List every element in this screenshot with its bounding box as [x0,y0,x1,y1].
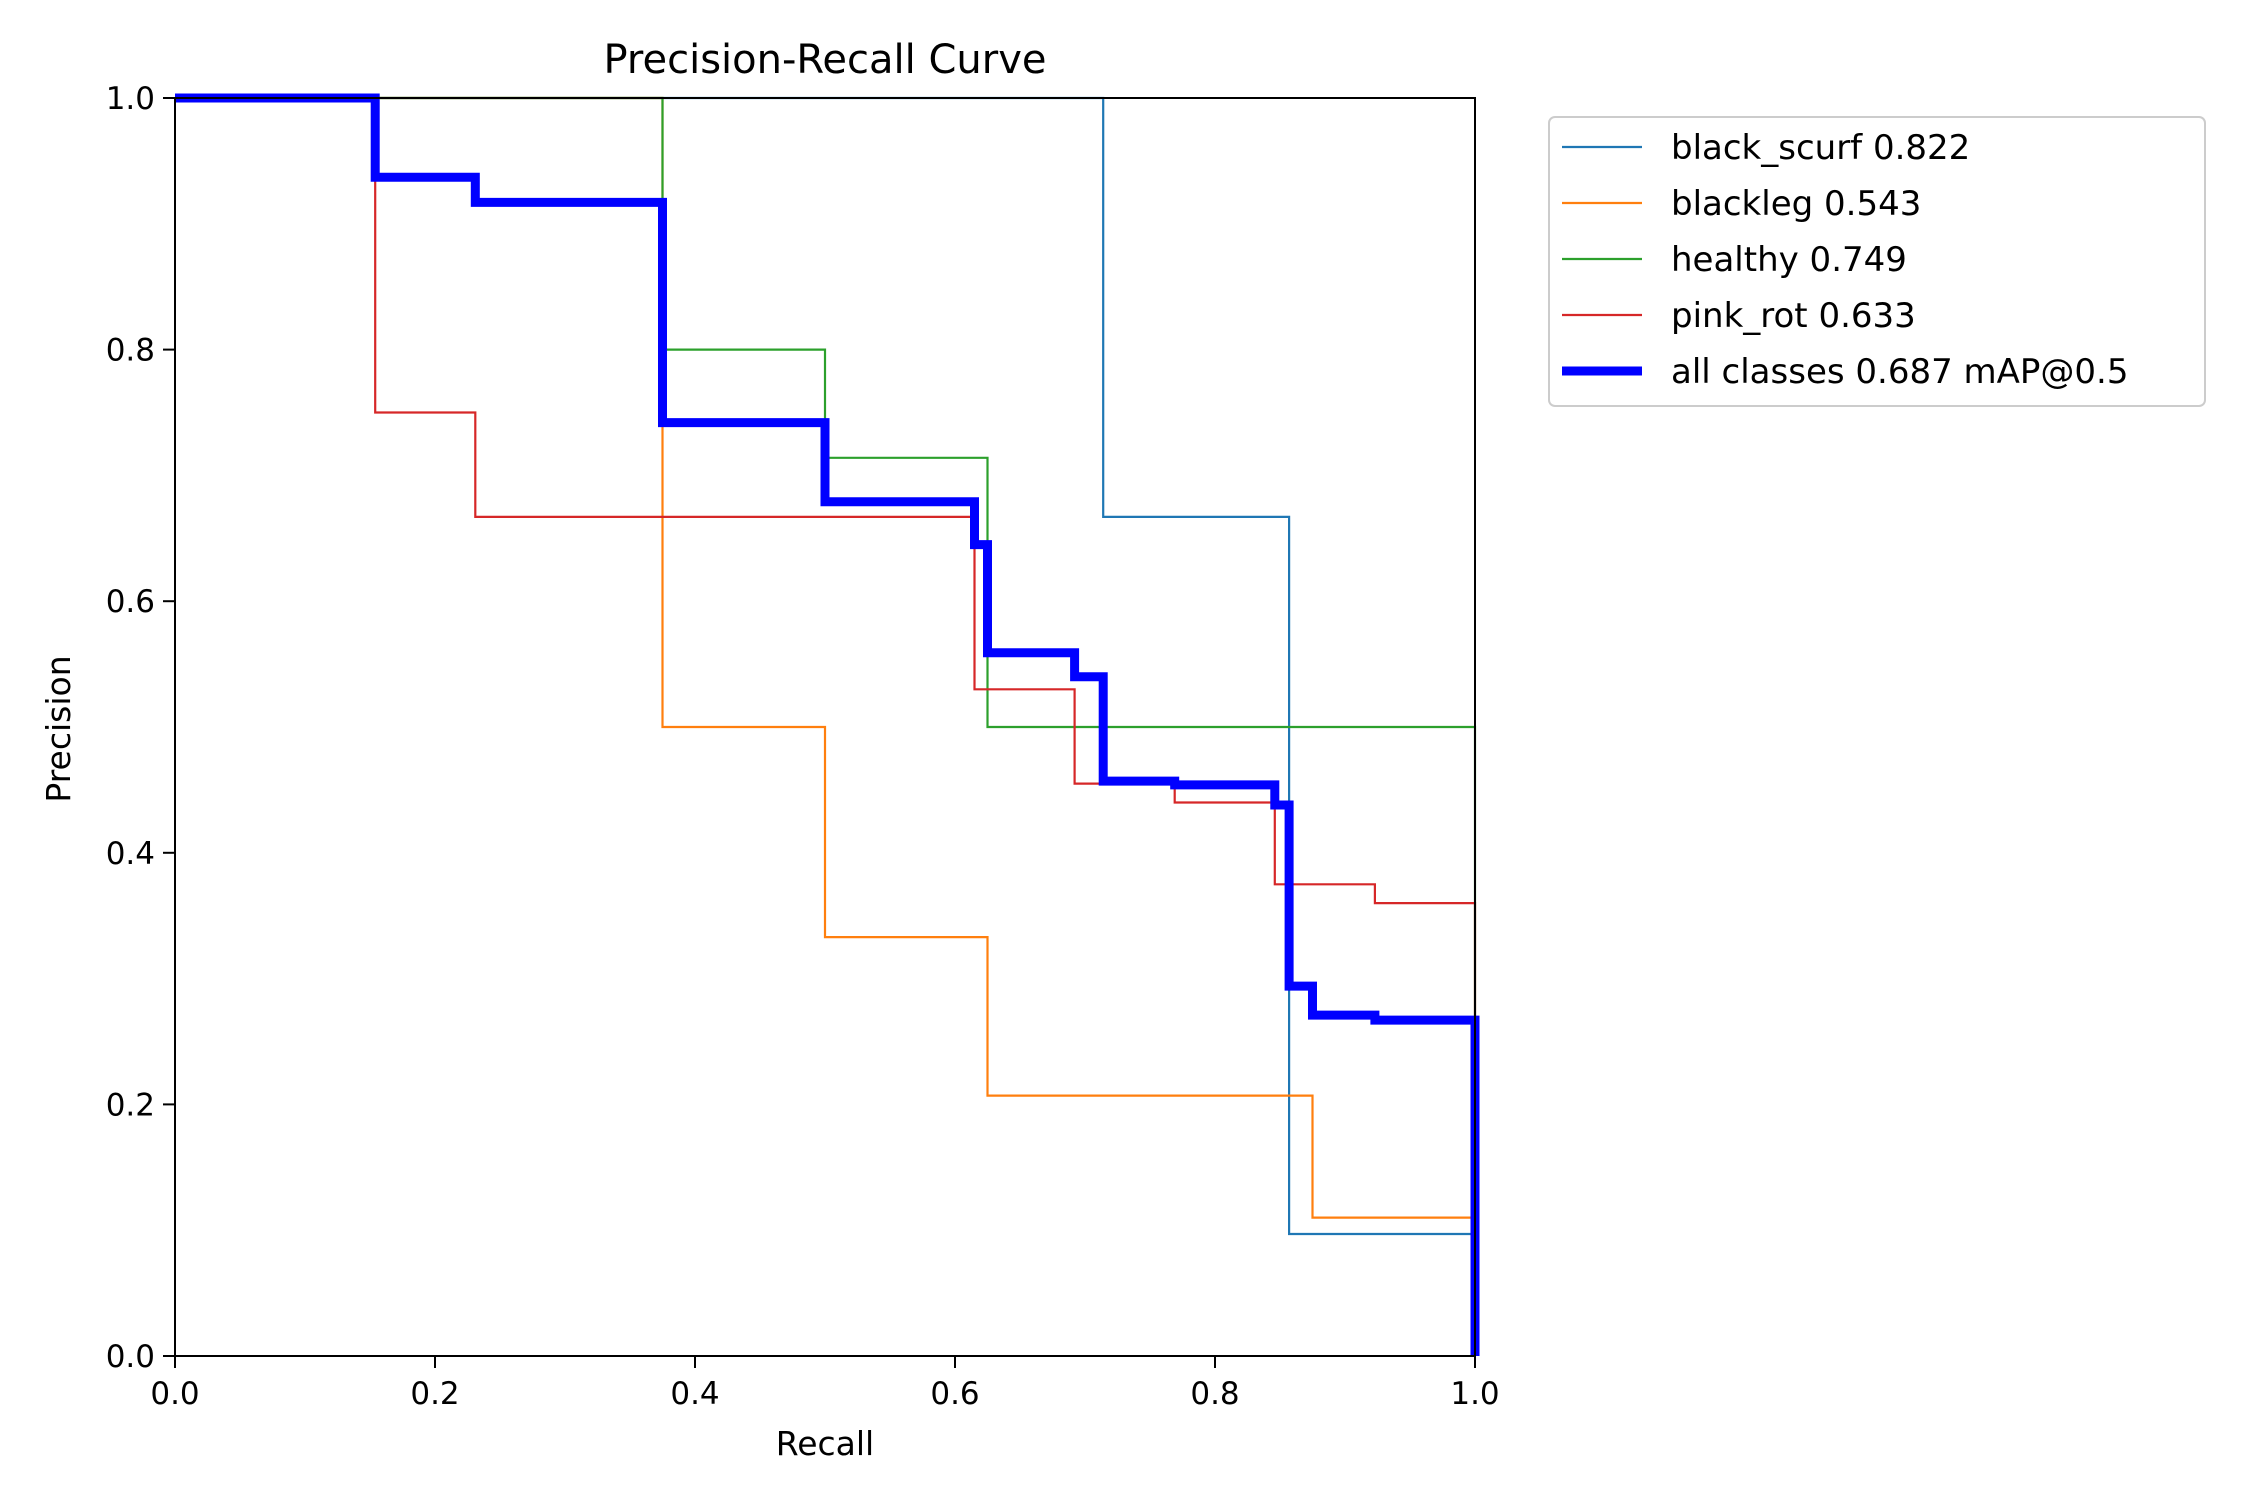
plot-area [174,93,1480,1357]
y-axis-label: Precision [39,655,78,802]
y-tick-label: 1.0 [106,81,155,117]
y-tick-label: 0.8 [106,333,155,369]
legend-item-pink-rot: pink_rot 0.633 [1562,296,1916,336]
y-tick-label: 0.4 [106,836,155,872]
legend-label: pink_rot 0.633 [1671,296,1916,336]
x-tick-label: 0.0 [150,1376,199,1412]
legend-label: blackleg 0.543 [1671,184,1921,224]
legend-item-healthy: healthy 0.749 [1562,240,1907,280]
y-tick-label: 0.6 [106,584,155,620]
y-tick-label: 0.0 [106,1339,155,1375]
legend-box [1548,116,2206,407]
x-tick-label: 1.0 [1450,1376,1499,1412]
series-line-pink-rot [175,96,1477,1356]
chart-title: Precision-Recall Curve [604,37,1047,83]
legend-item-blackleg: blackleg 0.543 [1562,184,1921,224]
series-line-all [175,93,1480,1356]
legend-label: black_scurf 0.822 [1671,128,1970,168]
legend-label: all classes 0.687 mAP@0.5 [1671,352,2128,392]
x-axis-label: Recall [776,1424,874,1463]
plot-frame [174,97,1476,1357]
legend-item-black-scurf: black_scurf 0.822 [1562,128,1970,168]
x-tick-label: 0.4 [670,1376,719,1412]
legend-label: healthy 0.749 [1671,240,1907,280]
x-tick-label: 0.8 [1190,1376,1239,1412]
x-tick-label: 0.6 [930,1376,979,1412]
legend: black_scurf 0.822 blackleg 0.543 healthy 0… [1548,116,2206,407]
legend-item-all: all classes 0.687 mAP@0.5 [1562,352,2128,392]
y-axis-ticks: 0.0 0.2 0.4 0.6 0.8 1.0 [106,81,175,1375]
x-axis-ticks: 0.0 0.2 0.4 0.6 0.8 1.0 [150,1356,1500,1412]
x-tick-label: 0.2 [410,1376,459,1412]
legend-items: black_scurf 0.822 blackleg 0.543 healthy 0… [1562,128,2128,392]
y-tick-label: 0.2 [106,1087,155,1123]
